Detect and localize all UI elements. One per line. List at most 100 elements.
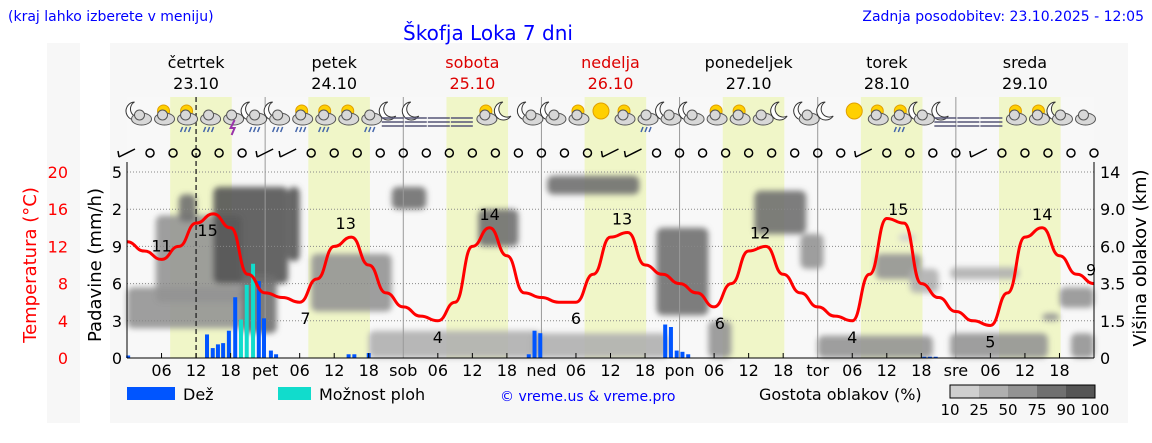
rain-bar	[686, 354, 691, 358]
temperature-label: 7	[300, 309, 310, 328]
temperature-label: 6	[571, 309, 581, 328]
left-axis-panel	[47, 43, 80, 423]
wind-calm-icon	[1043, 148, 1053, 158]
cloud-shape	[709, 109, 721, 121]
x-day-label: pet	[252, 361, 278, 380]
rain-bar	[126, 355, 131, 358]
rain-bar	[205, 334, 210, 358]
moon-cloud-icon	[908, 101, 935, 126]
day-name: sobota	[445, 53, 499, 72]
cloud-density-legend-label: Gostota oblakov (%)	[759, 385, 922, 404]
sun-shape	[845, 102, 863, 120]
temperature-label: 14	[1032, 205, 1052, 224]
wind-calm-icon	[743, 148, 754, 158]
cloud-density-tick: 50	[998, 401, 1017, 419]
temperature-label: 12	[750, 223, 770, 242]
cloud-density-swatch	[1066, 385, 1095, 398]
wind-calm-icon	[928, 148, 938, 158]
cloud-area	[909, 268, 939, 293]
rain-bar	[226, 330, 231, 358]
cloud-density-swatch	[1037, 385, 1066, 398]
sun-icon	[592, 102, 610, 120]
shower-legend-swatch	[278, 387, 311, 400]
rain-drop	[179, 126, 184, 133]
wind-calm-icon	[375, 148, 386, 158]
cloud-shape	[1031, 109, 1043, 121]
cloud-height-tick-label: 14	[1100, 163, 1120, 182]
x-day-label: ned	[526, 361, 556, 380]
wind-barb-icon	[600, 148, 619, 158]
lightning-shape	[228, 119, 237, 136]
moon-cloud-icon	[678, 101, 705, 126]
wind-calm-icon	[536, 148, 547, 158]
x-tick-label: 12	[600, 361, 620, 380]
x-tick-label: 18	[1049, 361, 1069, 380]
cloud-rain-icon	[200, 109, 222, 133]
sun-cloud-rain-icon	[890, 104, 912, 133]
wind-calm-icon	[789, 148, 800, 158]
cloud-area	[547, 175, 640, 195]
sun-cloud-rain-icon	[177, 104, 199, 133]
precip-tick-label: 3	[112, 312, 122, 331]
cloud-shape	[801, 109, 813, 121]
rain-drop	[271, 126, 276, 133]
cloud-area	[1042, 313, 1060, 321]
x-tick-label: 12	[1015, 361, 1035, 380]
temperature-line	[126, 212, 1095, 327]
wind-calm-icon	[1089, 148, 1099, 158]
rain-drop	[202, 126, 207, 133]
rain-bar	[352, 354, 357, 358]
wind-calm-icon	[444, 148, 455, 158]
day-name: torek	[866, 53, 908, 72]
sun-cloud-icon	[706, 104, 728, 126]
rain-drop	[298, 126, 303, 133]
cloud-density-swatch	[1008, 385, 1037, 398]
credit-link[interactable]: © vreme.us & vreme.pro	[500, 389, 675, 405]
cloud-shape	[916, 109, 928, 121]
moon-cloud-icon	[655, 101, 682, 126]
wind-calm-icon	[490, 148, 501, 158]
x-day-label: sob	[389, 361, 417, 380]
temperature-label: 4	[847, 328, 857, 347]
wind-calm-icon	[651, 148, 662, 158]
cloud-density-tick: 90	[1056, 401, 1075, 419]
moon-cloud-rain-icon	[240, 101, 268, 133]
rain-bar	[526, 354, 531, 358]
wind-calm-icon	[582, 148, 593, 158]
rain-drop	[183, 126, 188, 133]
x-tick-label: 06	[428, 361, 448, 380]
cloud-area	[1070, 333, 1094, 358]
moon-fog-icon	[931, 101, 957, 127]
day-date: 23.10	[173, 74, 219, 93]
x-tick-label: 18	[359, 361, 379, 380]
cloud-shape	[640, 109, 652, 121]
cloud-shape	[134, 109, 146, 121]
wind-calm-icon	[467, 148, 478, 158]
cloud-density-tick: 10	[940, 401, 959, 419]
fog-icon	[427, 117, 450, 127]
x-tick-label: 18	[497, 361, 517, 380]
wind-calm-icon	[835, 148, 846, 158]
wind-calm-icon	[559, 148, 570, 158]
temperature-label: 9	[1086, 261, 1096, 280]
temperature-label: 13	[336, 214, 356, 233]
cloud-density-swatch	[950, 385, 979, 398]
sun-cloud-icon	[614, 104, 636, 126]
sun-cloud-icon	[476, 104, 498, 126]
temperature-label: 15	[197, 221, 217, 240]
update-time: Zadnja posodobitev: 23.10.2025 - 12:05	[862, 9, 1144, 25]
rain-legend-label: Dež	[183, 385, 214, 404]
cloud-area	[368, 330, 542, 358]
rain-bar	[346, 354, 351, 358]
cloud-shape	[272, 109, 284, 121]
moon-icon	[770, 101, 788, 121]
moon-fog-icon	[401, 101, 427, 127]
sun-cloud-icon	[1028, 104, 1050, 126]
temp-tick-label: 0	[58, 349, 68, 368]
cloud-shape	[479, 109, 491, 121]
precip-tick-label: 9	[112, 237, 122, 256]
shower-bar	[244, 284, 249, 358]
cloud-shape	[180, 109, 192, 121]
temperature-label: 6	[715, 314, 725, 333]
